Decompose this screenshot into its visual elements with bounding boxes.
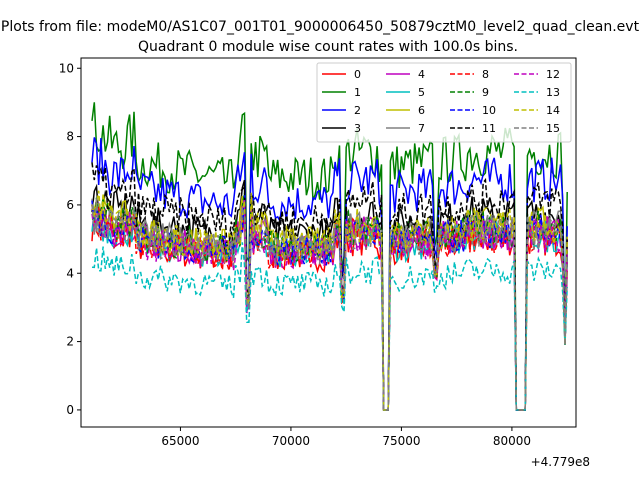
legend-frame — [316, 62, 572, 143]
legend-label-13: 13 — [546, 86, 560, 99]
legend-label-11: 11 — [482, 122, 496, 135]
x-axis-offset-label: +4.779e8 — [531, 455, 590, 469]
axes-frame — [80, 57, 577, 428]
legend-label-14: 14 — [546, 104, 560, 117]
x-tick-label: 80000 — [493, 434, 531, 448]
legend-label-1: 1 — [354, 86, 361, 99]
series-line-14 — [91, 190, 568, 411]
y-tick-label: 2 — [66, 335, 74, 349]
x-axis: 65000 70000 75000 80000 — [161, 427, 531, 448]
legend-label-10: 10 — [482, 104, 496, 117]
series-line-1 — [91, 102, 568, 411]
legend-label-4: 4 — [418, 68, 425, 81]
series-line-13 — [91, 242, 568, 411]
series-line-15 — [91, 197, 568, 411]
y-tick-label: 8 — [66, 130, 74, 144]
legend-label-8: 8 — [482, 68, 489, 81]
legend-label-3: 3 — [354, 122, 361, 135]
series-line-11 — [91, 162, 568, 411]
x-tick-label: 70000 — [272, 434, 310, 448]
figure-suptitle: Plots from file: modeM0/AS1C07_001T01_90… — [1, 19, 640, 35]
series-layer — [91, 102, 568, 411]
chart-title: Quadrant 0 module wise count rates with … — [138, 39, 518, 55]
legend-label-9: 9 — [482, 86, 489, 99]
y-tick-label: 0 — [66, 403, 74, 417]
y-tick-label: 4 — [66, 266, 74, 280]
y-axis: 0 2 4 6 8 10 — [59, 61, 81, 417]
legend-label-12: 12 — [546, 68, 560, 81]
series-line-2 — [91, 137, 568, 411]
legend-label-15: 15 — [546, 122, 560, 135]
legend-label-2: 2 — [354, 104, 361, 117]
x-tick-label: 65000 — [161, 434, 199, 448]
legend-label-7: 7 — [418, 122, 425, 135]
y-tick-label: 10 — [59, 61, 74, 75]
legend-label-0: 0 — [354, 68, 361, 81]
y-tick-label: 6 — [66, 198, 74, 212]
x-tick-label: 75000 — [382, 434, 420, 448]
legend-label-5: 5 — [418, 86, 425, 99]
series-line-12 — [91, 199, 568, 411]
legend-label-6: 6 — [418, 104, 425, 117]
